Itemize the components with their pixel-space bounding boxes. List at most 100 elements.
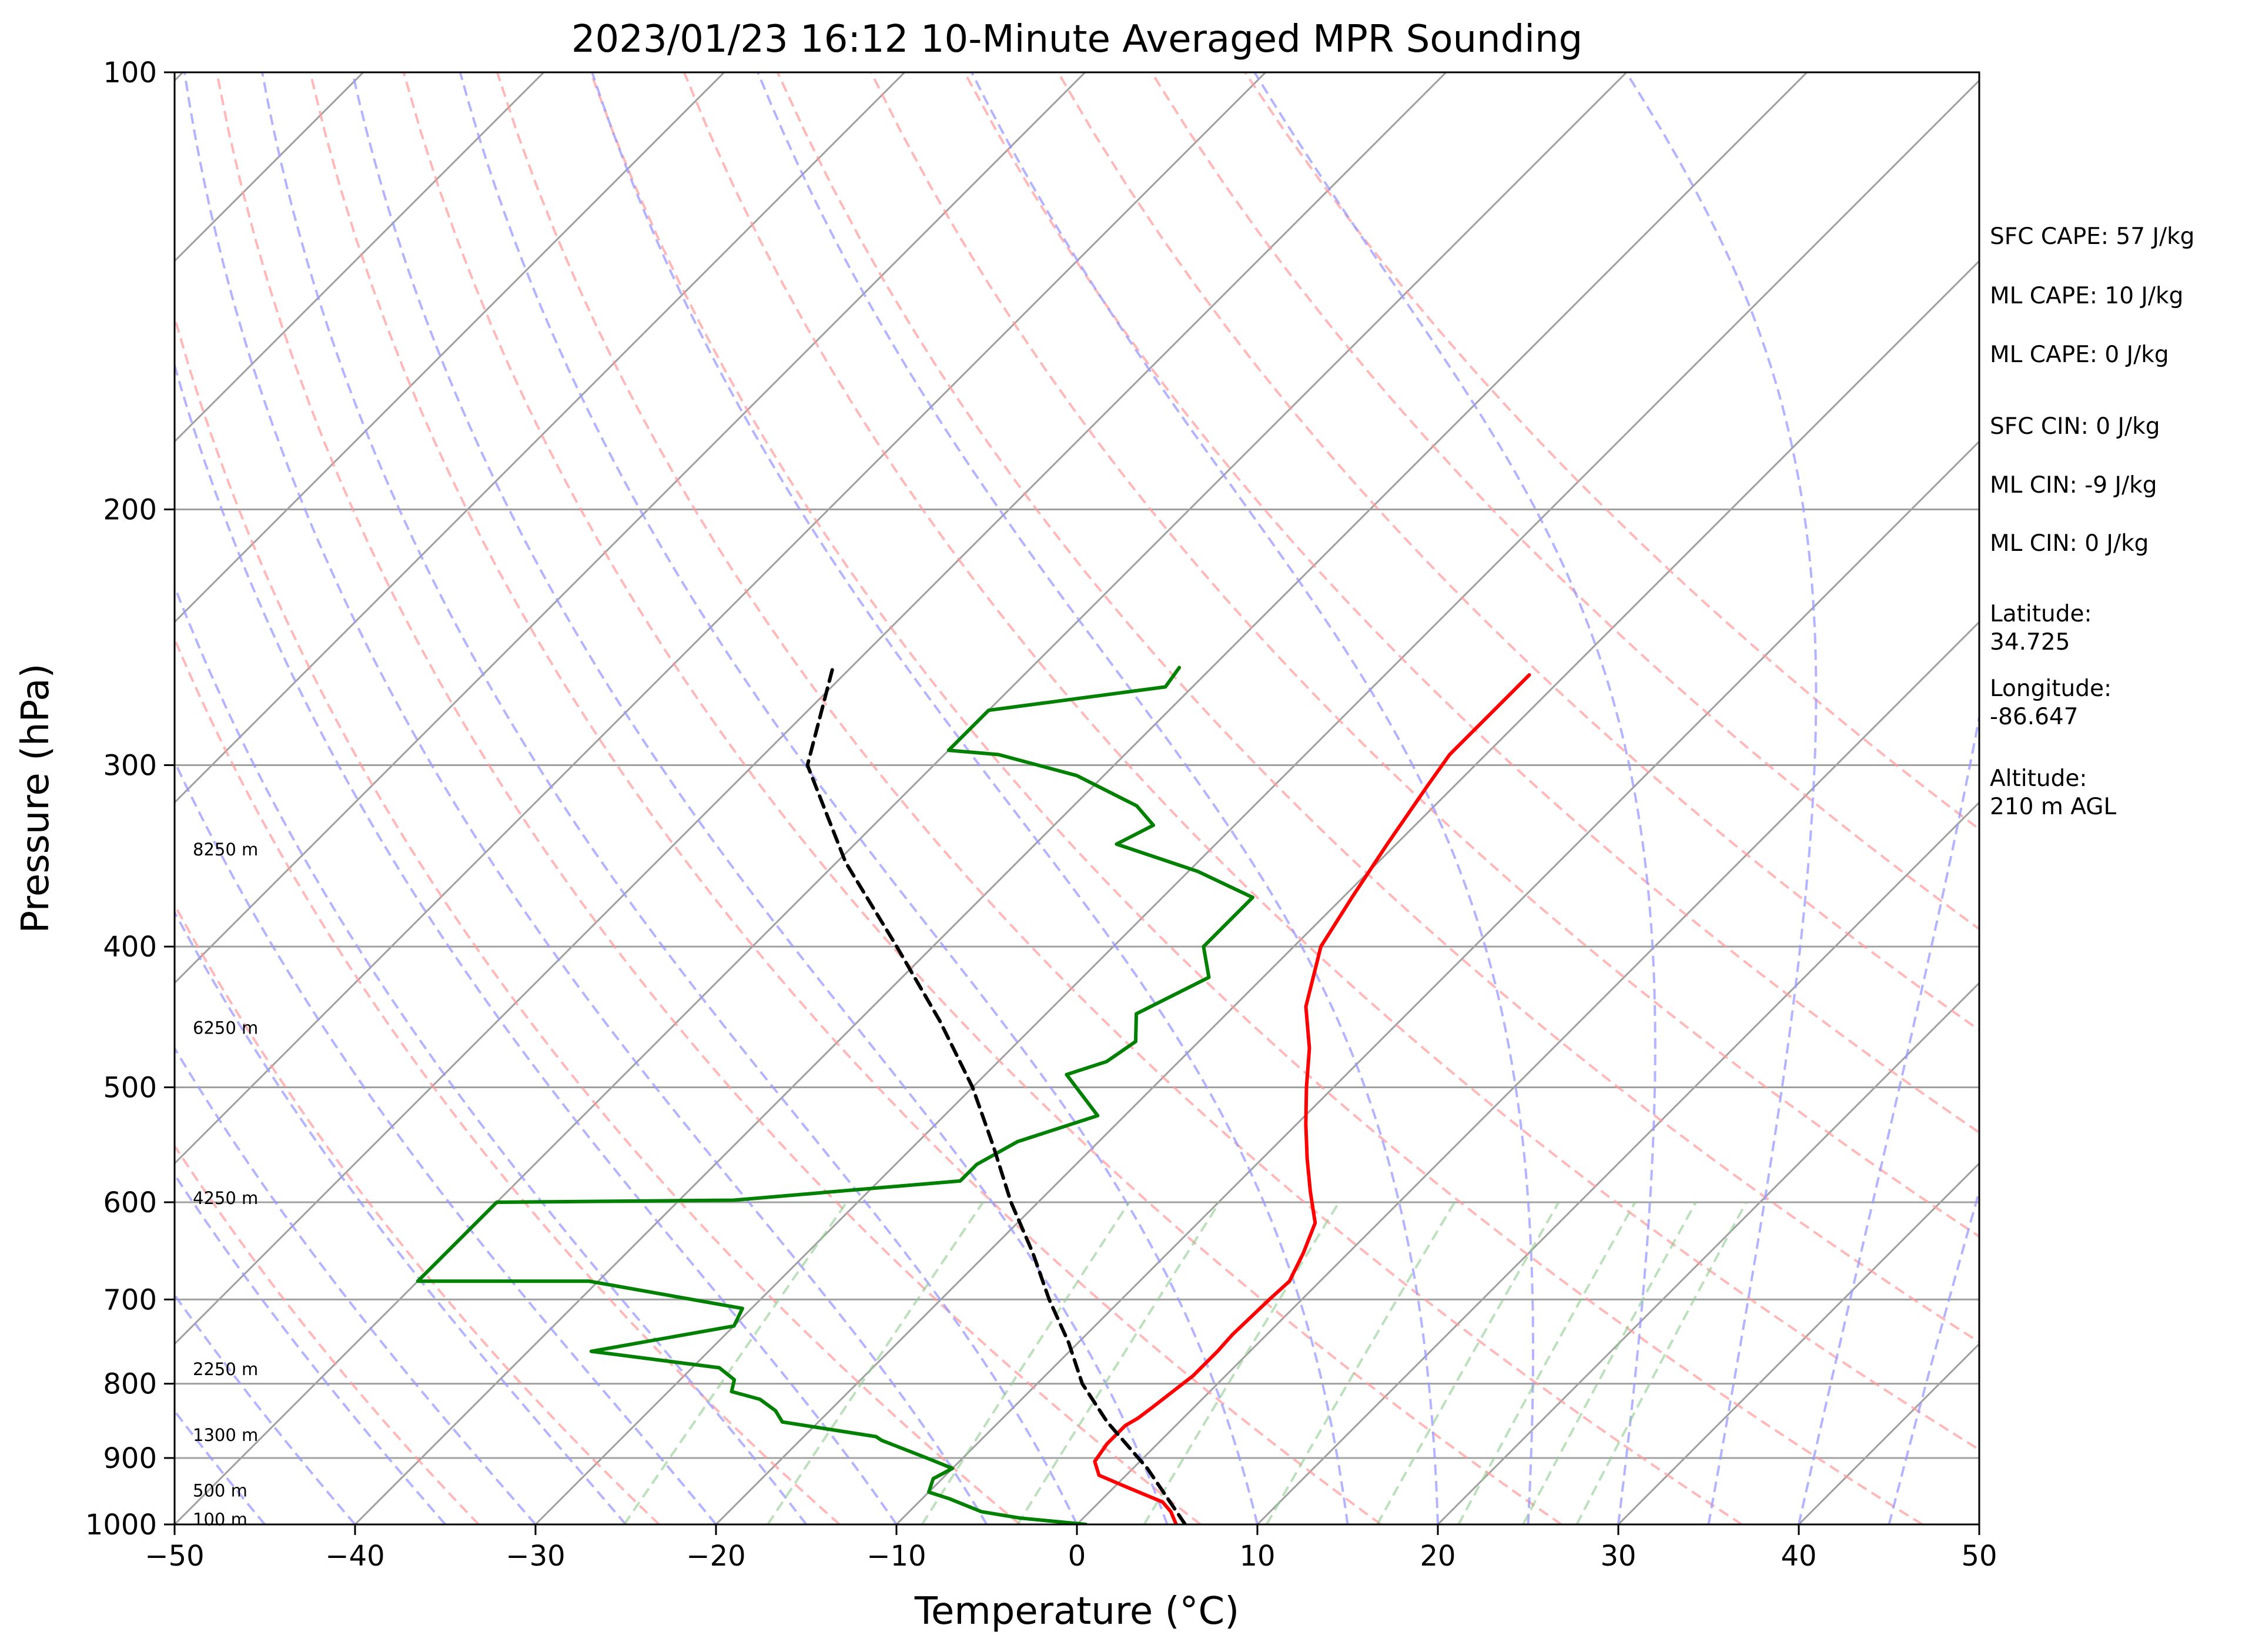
y-tick-label: 900 (103, 1442, 157, 1475)
moist-adiabat-line (351, 72, 1169, 1524)
x-axis-ticks: −50 −40 −30 −20 −10 0 10 20 30 40 50 (145, 1524, 1997, 1573)
info-ml_cape_1: ML CAPE: 10 J/kg (1990, 283, 2183, 309)
mixing-ratio-line (1265, 1201, 1456, 1524)
info-latitude: 34.725 (1990, 629, 2070, 656)
y-tick-label: 500 (103, 1071, 157, 1104)
x-tick-label: 0 (1068, 1540, 1086, 1573)
isotherm-line (1076, 620, 1979, 1524)
isotherm-line (175, 72, 545, 443)
mixing-ratio-line (623, 1201, 848, 1524)
isotherm-line (175, 72, 906, 804)
moist-adiabat-line (175, 1172, 447, 1524)
height-label: 6250 m (193, 1018, 258, 1038)
dry-adiabat-line (776, 72, 1979, 1344)
x-tick-label: −20 (686, 1540, 745, 1573)
dry-adiabat-line (682, 72, 1979, 1452)
info-ml_cin_2: ML CIN: 0 J/kg (1990, 530, 2149, 557)
height-label: 4250 m (193, 1188, 258, 1208)
y-tick-label: 200 (103, 494, 157, 527)
isotherm-line (175, 72, 1267, 1165)
dry-adiabat-line (175, 636, 841, 1524)
dry-adiabat-line (1057, 72, 1979, 1032)
info-sfc_cin: SFC CIN: 0 J/kg (1990, 413, 2160, 440)
moist-adiabat-line (183, 72, 988, 1524)
y-tick-label: 100 (103, 56, 157, 89)
moist-adiabat-line (175, 583, 808, 1524)
temperature-line (1093, 673, 1531, 1524)
mixing-ratio-line (1575, 1202, 1748, 1524)
moist-adiabat-line (757, 72, 1439, 1524)
y-axis-label: Pressure (hPa) (14, 663, 58, 933)
height-label: 8250 m (193, 840, 258, 860)
dry-adiabat-line (963, 72, 1979, 1134)
parcel-line (805, 666, 1187, 1524)
moist-adiabat-line (591, 72, 1349, 1524)
x-tick-label: −40 (325, 1540, 384, 1573)
y-tick-label: 800 (103, 1368, 157, 1401)
isotherm-line (175, 72, 1447, 1346)
y-tick-label: 300 (103, 749, 157, 782)
info-longitude: Longitude: (1990, 675, 2112, 702)
info-ml_cin_1: ML CIN: -9 J/kg (1990, 472, 2157, 499)
dewpoint-line (416, 666, 1254, 1524)
dry-adiabat-line (175, 1143, 480, 1524)
moist-adiabat-line (175, 1046, 537, 1524)
moist-adiabat-line (175, 1293, 356, 1524)
y-axis-ticks: 100 200 300 400 500 600 700 800 900 1000 (85, 56, 175, 1541)
background-grid (175, 72, 1979, 1524)
height-label: 1300 m (193, 1425, 258, 1445)
x-tick-label: 10 (1239, 1540, 1275, 1573)
moist-adiabat-line (1625, 72, 1818, 1524)
moist-adiabat-line (261, 72, 1078, 1524)
info-sfc_cape: SFC CAPE: 57 J/kg (1990, 223, 2194, 250)
y-tick-label: 700 (103, 1283, 157, 1316)
info-ml_cape_2: ML CAPE: 0 J/kg (1990, 342, 2169, 368)
info-altitude: Altitude: (1990, 765, 2087, 792)
y-tick-label: 400 (103, 931, 157, 964)
isotherm-line (534, 79, 1979, 1524)
moist-adiabat-line (459, 72, 1259, 1524)
height-label: 500 m (193, 1481, 247, 1501)
x-tick-label: 20 (1420, 1540, 1455, 1573)
isotherm-line (715, 259, 1979, 1524)
mixing-ratio-line (1376, 1202, 1560, 1524)
x-tick-label: 40 (1781, 1540, 1816, 1573)
info-altitude: 210 m AGL (1990, 794, 2116, 820)
x-axis-label: Temperature (°C) (914, 1590, 1239, 1633)
dry-adiabat-line (175, 902, 660, 1524)
isotherm-line (175, 72, 1086, 985)
chart-title: 2023/01/23 16:12 10-Minute Averaged MPR … (571, 18, 1582, 61)
height-label: 2250 m (193, 1359, 258, 1379)
moist-adiabat-line (971, 72, 1534, 1524)
isotherm-line (1617, 1162, 1979, 1524)
x-tick-label: −50 (145, 1540, 204, 1573)
moist-adiabat-line (1888, 1187, 1979, 1524)
mixing-ratio-line (767, 1201, 984, 1524)
y-tick-label: 600 (103, 1186, 157, 1219)
dry-adiabat-line (496, 72, 1743, 1524)
x-tick-label: 30 (1600, 1540, 1636, 1573)
sounding-info-panel: SFC CAPE: 57 J/kg ML CAPE: 10 J/kg ML CAPE… (1990, 223, 2194, 820)
x-tick-label: 50 (1961, 1540, 1997, 1573)
moist-adiabat-line (1798, 711, 1979, 1524)
mixing-ratio-line (1522, 1202, 1697, 1524)
info-latitude: Latitude: (1990, 601, 2092, 627)
dry-adiabat-line (215, 72, 1202, 1524)
mixing-ratio-line (921, 1201, 1130, 1524)
x-tick-label: −30 (506, 1540, 565, 1573)
moist-adiabat-line (175, 361, 898, 1524)
x-tick-label: −10 (866, 1540, 926, 1573)
moist-adiabat-line (175, 909, 627, 1524)
isotherm-line (175, 72, 725, 624)
dry-adiabat-line (402, 72, 1562, 1524)
dry-adiabat-line (1244, 72, 1979, 831)
isotherm-line (1256, 801, 1979, 1524)
info-longitude: -86.647 (1990, 704, 2079, 730)
dry-adiabat-line (309, 72, 1382, 1524)
mixing-ratio-line (1143, 1201, 1340, 1524)
dry-adiabat-line (175, 312, 1021, 1524)
data-series (416, 666, 1531, 1524)
isotherm-line (1437, 981, 1979, 1524)
moist-adiabat-line (175, 758, 717, 1524)
